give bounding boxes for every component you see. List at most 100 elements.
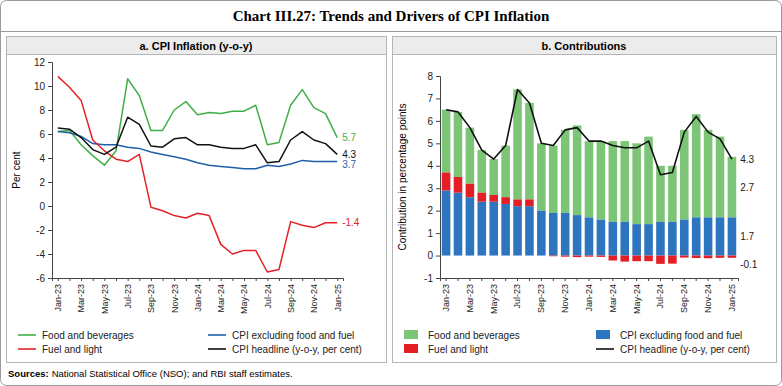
tick-mark (600, 278, 601, 281)
tick: Jan-23 (53, 278, 63, 312)
bar (442, 173, 451, 191)
tick (577, 278, 578, 281)
tick-label: Jul-24 (655, 284, 665, 309)
bar (501, 146, 510, 198)
tick-mark (457, 278, 458, 281)
source-label: Sources: (8, 368, 49, 379)
tick-label: -6 (36, 273, 45, 284)
tick-mark (708, 278, 709, 281)
bar (442, 190, 451, 255)
axis-line (53, 279, 344, 282)
tick-mark (163, 278, 164, 281)
bar (704, 256, 713, 259)
axis-line (436, 77, 441, 279)
bar (478, 202, 487, 256)
bar (466, 197, 475, 255)
bar (478, 193, 487, 202)
panel-title: a. CPI Inflation (y-o-y) (139, 40, 252, 52)
data-label: 4.3 (740, 154, 754, 165)
tick-mark (436, 188, 440, 189)
tick: Nov-24 (309, 278, 319, 313)
tick: May-24 (239, 278, 249, 314)
tick-mark (58, 278, 59, 281)
legend-label: Fuel and light (42, 344, 102, 355)
tick-mark (436, 76, 440, 77)
bar (454, 193, 463, 256)
panel: a. CPI Inflation (y-o-y)-6-4-2024681012J… (7, 37, 387, 363)
bar (609, 222, 618, 256)
y-axis-title: Contribution in percentage points (397, 104, 408, 251)
bar (632, 143, 641, 224)
tick: Sep-23 (146, 278, 156, 313)
tick (326, 278, 327, 281)
bar (668, 256, 677, 264)
bar (489, 202, 498, 256)
tick-mark (48, 182, 52, 183)
tick-mark (267, 278, 268, 281)
bar (644, 256, 653, 262)
tick: May-23 (100, 278, 110, 314)
bar (454, 177, 463, 193)
tick: Jan-24 (584, 278, 594, 312)
y-axis: -6-4-2024681012 (34, 57, 53, 284)
tick (279, 278, 280, 281)
data-label: -0.1 (740, 259, 758, 270)
title-rule (1, 31, 782, 32)
data-labels: 4.32.71.7-0.1 (740, 154, 758, 271)
tick: -4 (36, 249, 52, 260)
tick: 8 (39, 105, 52, 116)
line (446, 89, 732, 174)
tick-mark (469, 278, 470, 281)
tick (186, 278, 187, 281)
tick-mark (672, 278, 673, 281)
bar (537, 143, 546, 210)
tick-mark (314, 278, 315, 281)
tick-label: Jan-23 (441, 284, 451, 312)
tick-mark (481, 278, 482, 281)
tick: Mar-23 (76, 278, 86, 313)
tick (93, 278, 94, 281)
tick-mark (302, 278, 303, 281)
tick-mark (612, 278, 613, 281)
legend-item: CPI excluding food and fuel (208, 330, 354, 341)
bar (620, 222, 629, 256)
tick-label: Jan-24 (584, 284, 594, 312)
tick-label: Sep-24 (286, 284, 296, 313)
bar (692, 256, 701, 258)
tick-mark (541, 278, 542, 281)
tick-label: 10 (34, 81, 46, 92)
bar (620, 256, 629, 262)
tick: -2 (36, 225, 52, 236)
tick-label: -1 (424, 273, 433, 284)
tick-label: Sep-24 (679, 284, 689, 313)
marks (442, 89, 736, 263)
legend-label: Fuel and light (428, 344, 488, 355)
tick (696, 278, 697, 281)
tick: Nov-23 (560, 278, 570, 313)
bar (597, 141, 606, 220)
tick-mark (256, 278, 257, 281)
bar-series (442, 190, 736, 255)
tick: Jul-24 (263, 278, 273, 309)
legend-swatch (208, 334, 226, 336)
tick: May-24 (632, 278, 642, 314)
tick-label: Jan-24 (193, 284, 203, 312)
bar (549, 213, 558, 256)
bar (668, 222, 677, 256)
bar (728, 256, 737, 258)
tick-label: -2 (36, 225, 45, 236)
tick-label: May-23 (489, 284, 499, 314)
tick-label: Jul-23 (123, 284, 133, 309)
bar (620, 141, 629, 222)
tick-label: 0 (39, 201, 45, 212)
bar (716, 137, 725, 218)
tick (624, 278, 625, 281)
tick (256, 278, 257, 281)
bar-series (442, 173, 736, 264)
tick: Nov-23 (170, 278, 180, 313)
tick-label: Mar-23 (465, 284, 475, 313)
tick-mark (731, 278, 732, 281)
tick-label: 2 (427, 205, 433, 216)
data-label: 1.7 (740, 231, 754, 242)
bar (632, 224, 641, 255)
